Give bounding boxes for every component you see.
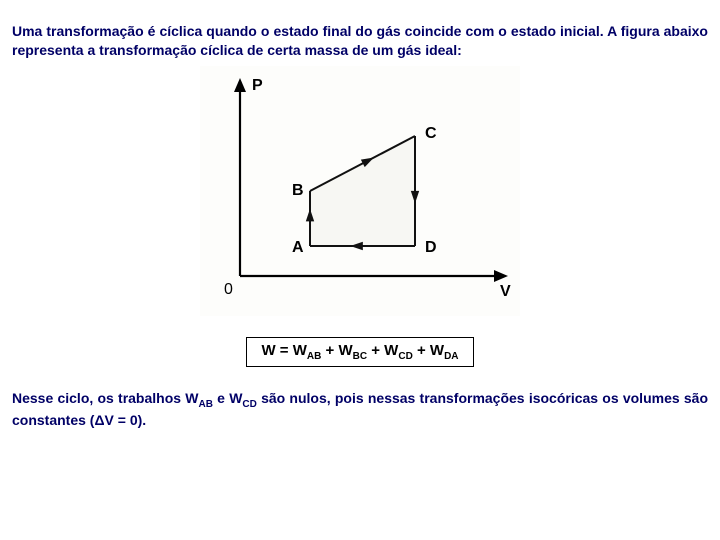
svg-text:C: C [425,125,437,142]
work-formula: W = WAB + WBC + WCD + WDA [246,337,473,367]
svg-text:A: A [292,239,304,256]
svg-text:P: P [252,77,263,94]
w-cd: WCD [229,390,257,406]
intro-paragraph: Uma transformação é cíclica quando o est… [12,22,708,60]
svg-text:D: D [425,239,437,256]
conclusion-paragraph: Nesse ciclo, os trabalhos WAB e WCD são … [12,389,708,430]
conclusion-text: Nesse ciclo, os trabalhos [12,390,185,406]
pv-diagram: P V 0 A B C D [12,66,708,319]
svg-text:B: B [292,182,304,199]
formula-container: W = WAB + WBC + WCD + WDA [12,337,708,367]
svg-text:0: 0 [224,281,233,298]
svg-text:V: V [500,283,511,300]
conclusion-text: e [213,390,229,406]
w-ab: WAB [185,390,213,406]
